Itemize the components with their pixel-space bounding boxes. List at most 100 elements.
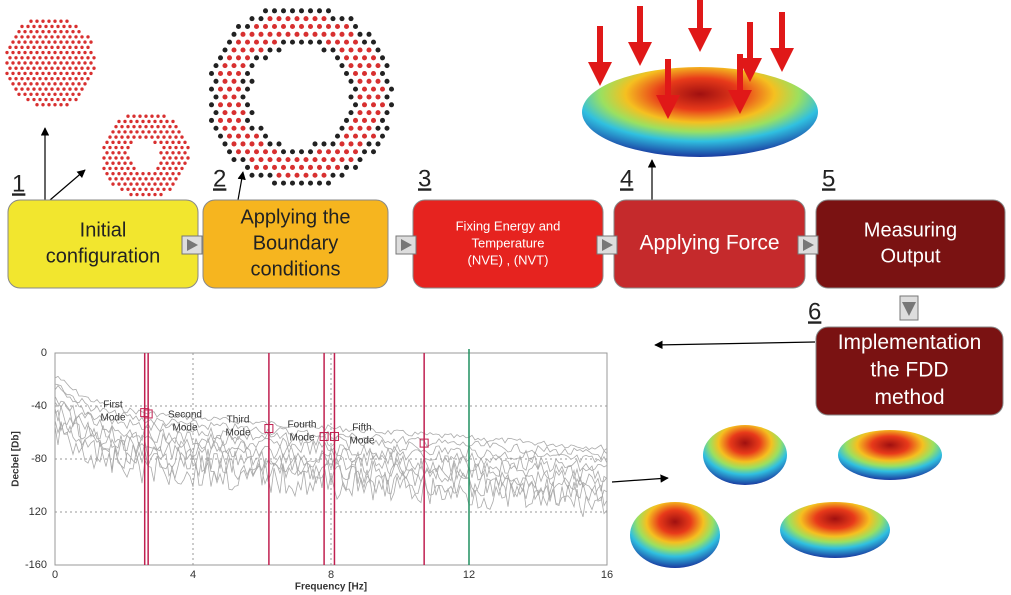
atom xyxy=(168,135,172,139)
atom xyxy=(153,130,157,134)
atom xyxy=(307,23,314,30)
atom xyxy=(20,66,24,70)
atom xyxy=(138,177,142,181)
atom xyxy=(276,172,282,178)
atom xyxy=(26,56,30,60)
atom xyxy=(357,110,363,116)
atom xyxy=(153,171,157,176)
atom xyxy=(56,24,60,29)
atom xyxy=(68,87,72,91)
atom xyxy=(174,145,178,150)
atom xyxy=(294,31,300,37)
atom xyxy=(20,35,24,39)
atom xyxy=(180,135,184,139)
atom xyxy=(135,171,139,176)
atom xyxy=(168,156,172,160)
atom xyxy=(348,94,354,100)
atom xyxy=(343,55,350,61)
atom xyxy=(26,97,30,102)
atom xyxy=(162,156,166,160)
atom xyxy=(226,55,233,61)
atom xyxy=(316,8,323,14)
atom xyxy=(62,45,66,49)
atom xyxy=(307,180,314,186)
atom xyxy=(56,66,60,70)
atom xyxy=(343,149,350,155)
atom xyxy=(77,40,81,44)
atom xyxy=(20,87,24,91)
atom xyxy=(375,78,381,84)
decorative-trace xyxy=(54,421,608,518)
atom xyxy=(366,47,372,53)
atom xyxy=(114,156,118,160)
atom xyxy=(165,182,169,186)
atom xyxy=(92,56,96,60)
atom xyxy=(111,161,115,165)
decorative-trace xyxy=(54,409,608,502)
atom xyxy=(258,157,264,163)
atom xyxy=(47,40,51,44)
atom xyxy=(186,156,190,160)
atom xyxy=(47,82,51,86)
atom xyxy=(289,149,296,155)
atom xyxy=(312,172,318,178)
atom xyxy=(280,164,287,170)
atom xyxy=(165,140,169,145)
atom xyxy=(14,45,18,49)
atom xyxy=(294,157,300,163)
atom xyxy=(50,66,54,70)
atom xyxy=(249,141,255,147)
atom xyxy=(44,45,48,49)
atom xyxy=(74,45,78,49)
atom xyxy=(235,149,242,155)
atom xyxy=(222,110,228,116)
atom xyxy=(120,177,124,181)
atom xyxy=(41,92,45,96)
atom xyxy=(23,40,27,44)
atom xyxy=(62,66,66,70)
atom xyxy=(174,124,178,129)
atom xyxy=(384,94,390,100)
atom xyxy=(53,40,57,44)
atom xyxy=(240,63,246,69)
atom xyxy=(159,130,163,134)
mode-peak xyxy=(143,409,153,419)
atom xyxy=(162,166,166,171)
atom xyxy=(23,61,27,65)
atom xyxy=(289,8,296,14)
atom xyxy=(370,55,377,61)
atom xyxy=(47,29,51,34)
atom xyxy=(68,66,72,70)
atom xyxy=(108,156,112,160)
atom xyxy=(379,86,386,92)
atom xyxy=(138,114,142,118)
mode-label: Mode xyxy=(100,413,125,424)
atom xyxy=(348,47,354,53)
atom xyxy=(316,164,323,170)
atom xyxy=(44,87,48,91)
atom xyxy=(35,71,39,76)
atom xyxy=(14,87,18,91)
atom xyxy=(120,187,124,191)
atom xyxy=(357,31,363,37)
atom xyxy=(343,70,350,76)
atom xyxy=(17,50,21,55)
step-label: Fixing Energy and xyxy=(456,219,561,234)
mode-label: Fifth xyxy=(352,423,371,434)
atom xyxy=(71,92,75,96)
atom xyxy=(126,135,130,139)
y-tick-label: -80 xyxy=(31,453,47,465)
atom xyxy=(111,140,115,145)
atom xyxy=(62,24,66,29)
atom xyxy=(114,166,118,171)
atom xyxy=(267,157,273,163)
atom xyxy=(32,24,36,29)
atom xyxy=(226,39,233,45)
atom xyxy=(38,24,42,29)
atom xyxy=(108,166,112,171)
atom xyxy=(249,125,255,131)
atom xyxy=(123,140,127,145)
arrow xyxy=(237,171,246,201)
atom xyxy=(276,31,282,37)
atom xyxy=(244,164,251,170)
